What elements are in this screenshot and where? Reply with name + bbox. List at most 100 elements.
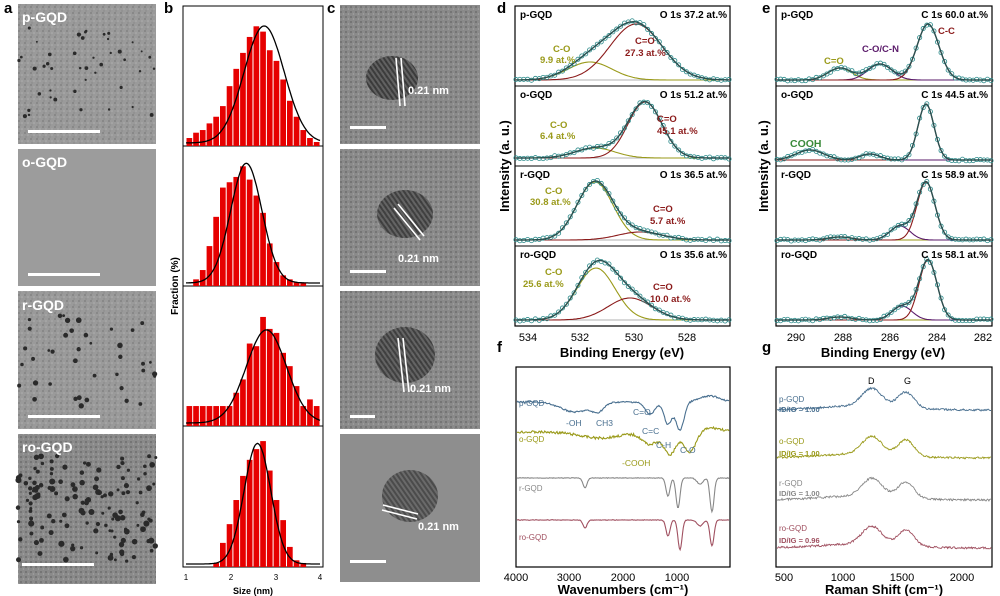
d-peak-b: C=O: [635, 36, 655, 47]
xps-data-point: [660, 45, 666, 51]
xps-data-point: [579, 192, 585, 198]
f-xtick: 2000: [611, 572, 635, 584]
xps-data-point: [902, 68, 908, 74]
xps-data-point: [924, 101, 930, 107]
d-peak-b-val: 5.7 at.%: [650, 216, 686, 227]
histogram-bar: [246, 36, 253, 146]
xps-data-point: [590, 260, 596, 266]
xps-data-point: [892, 307, 898, 313]
f-band-ceo: C=O: [633, 407, 651, 417]
e-xtick: 284: [928, 332, 946, 344]
xps-data-point: [559, 225, 565, 231]
nanoparticle: [16, 520, 21, 524]
xps-data-point: [633, 290, 639, 296]
histogram-bar: [233, 68, 240, 146]
nanoparticle: [46, 513, 52, 519]
nanoparticle: [64, 317, 71, 324]
xps-envelope: [516, 20, 729, 81]
f-sample: p-GQD: [519, 399, 545, 408]
f-xtick: 1000: [665, 572, 689, 584]
histogram-bar: [260, 316, 266, 426]
d-peak-a: C-O: [550, 120, 567, 131]
histogram-bar: [226, 182, 233, 286]
xps-data-point: [672, 58, 678, 64]
histogram-bar: [253, 449, 260, 567]
histogram-bar: [293, 386, 300, 426]
raman-spectrum: [776, 525, 992, 550]
nanoparticle: [62, 464, 68, 470]
histogram-bar: [287, 366, 293, 426]
nanoparticle: [84, 397, 90, 403]
xps-data-point: [726, 156, 732, 162]
histogram-bar: [293, 116, 300, 146]
nanoparticle: [27, 113, 31, 117]
histogram-bar: [206, 246, 213, 286]
histogram-bar: [206, 123, 213, 146]
g-xtick: 500: [775, 572, 793, 584]
lattice-spacing-label: 0.21 nm: [408, 85, 449, 97]
nanoparticle: [106, 37, 110, 41]
nanoparticle: [108, 529, 112, 533]
ftir-spectrum: [516, 519, 730, 552]
xps-envelope: [777, 258, 991, 321]
nanoparticle: [107, 506, 111, 510]
xps-data-point: [614, 26, 620, 32]
histogram-bar: [220, 187, 226, 286]
xps-data-point: [610, 29, 616, 35]
nanoparticle: [76, 32, 81, 37]
nanoparticle: [125, 559, 129, 563]
nanoparticle: [96, 467, 102, 473]
nanoparticle: [25, 498, 30, 503]
tem-tag-p-gqd: p-GQD: [22, 9, 67, 25]
xps-envelope: [516, 180, 729, 241]
e-peak-cc: C-C: [938, 26, 955, 37]
xps-data-point: [587, 47, 593, 53]
nanoparticle: [49, 486, 56, 493]
nanoparticle: [72, 486, 78, 492]
xps-data-point: [602, 35, 608, 41]
f-xtick: 3000: [557, 572, 581, 584]
f-band-cec: C=C: [642, 426, 659, 436]
nanoparticle: [143, 520, 150, 527]
nanoparticle: [64, 496, 70, 502]
g-ratio: ID/IG = 1.00: [779, 449, 820, 458]
nanoparticle: [75, 317, 82, 324]
d-header: O 1s 37.2 at.%: [660, 10, 727, 21]
d-sample: p-GQD: [520, 10, 552, 21]
histogram-bar: [273, 332, 280, 426]
nanoparticle: [118, 509, 123, 515]
xps-envelope: [777, 23, 991, 81]
histogram-bar: [266, 50, 273, 146]
e-xtick: 282: [974, 332, 992, 344]
nanoparticle: [54, 491, 59, 496]
d-peak-b: C=O: [653, 204, 673, 215]
nanoparticle: [113, 558, 117, 562]
e-header: C 1s 58.1 at.%: [921, 250, 988, 261]
nanoparticle: [82, 461, 87, 465]
nanoparticle: [33, 454, 40, 461]
nanoparticle: [147, 454, 152, 459]
histogram-bar: [206, 406, 213, 426]
nanoparticle: [120, 476, 125, 481]
xps-data-point: [598, 180, 604, 186]
nanoparticle: [18, 537, 23, 542]
nanoparticle: [80, 36, 85, 40]
xps-data-point: [949, 71, 955, 77]
panel-b-label: b: [164, 0, 173, 17]
xps-data-point: [575, 282, 581, 288]
xps-data-point: [668, 55, 674, 61]
nanoparticle: [16, 557, 22, 563]
gaussian-fit: [186, 329, 321, 424]
xps-data-point: [559, 305, 565, 311]
f-sample: o-GQD: [519, 435, 545, 444]
nanoparticle: [131, 105, 134, 109]
xps-data-point: [664, 50, 670, 56]
d-xlabel: Binding Energy (eV): [560, 345, 684, 360]
xps-data-point: [888, 309, 894, 315]
nanoparticle: [152, 371, 158, 377]
histogram-bar: [246, 179, 253, 286]
xps-data-point: [602, 186, 608, 192]
nanoparticle: [95, 551, 99, 555]
nanoparticle: [38, 453, 44, 460]
